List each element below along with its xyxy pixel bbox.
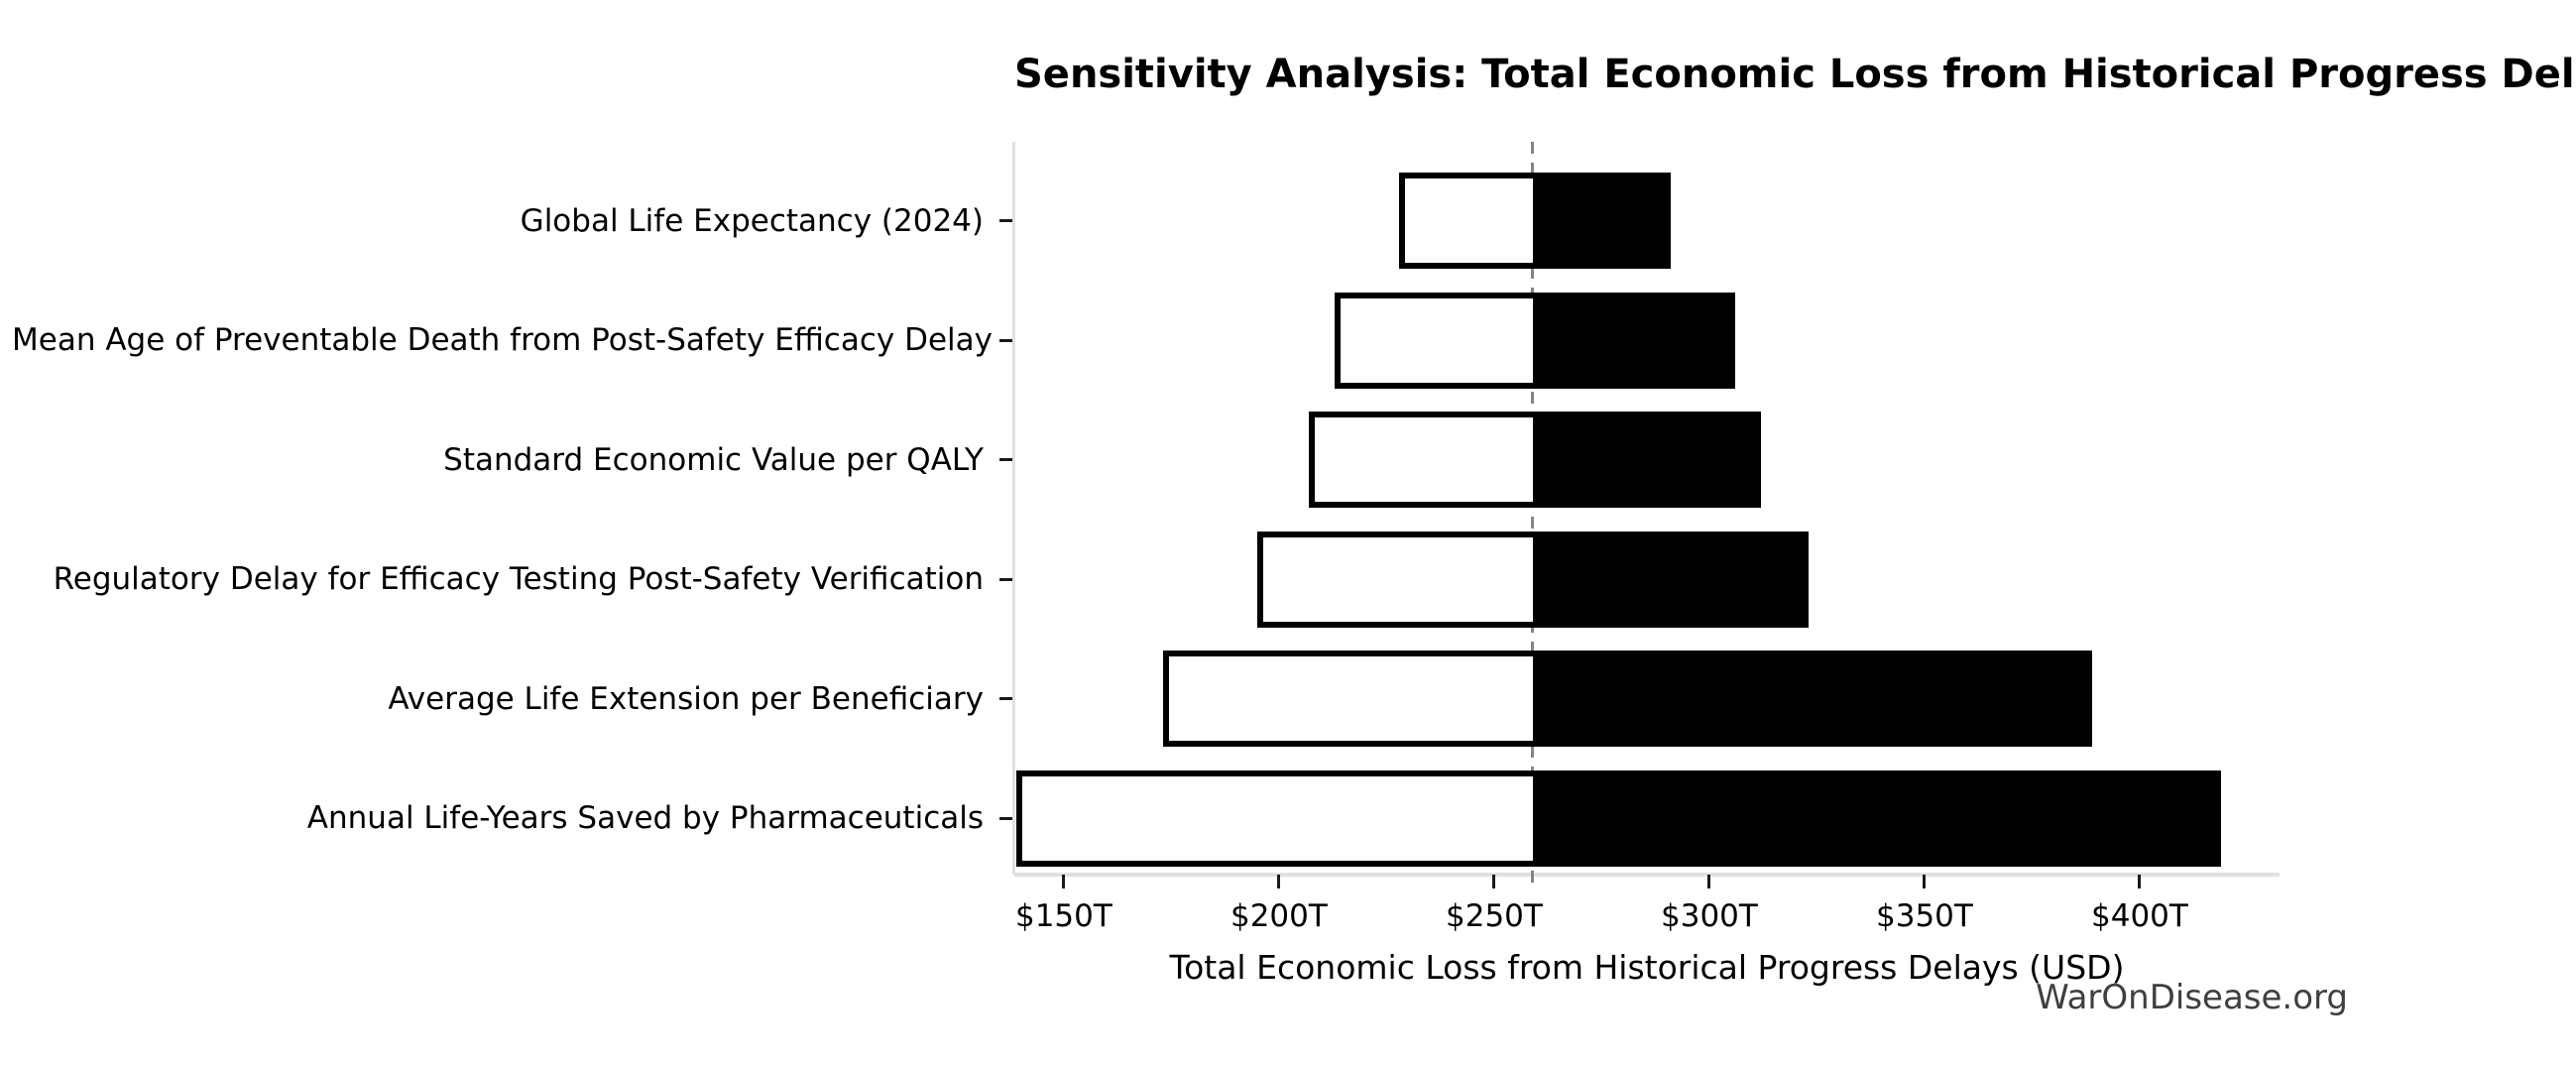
bar-high-segment [1532,531,1809,628]
watermark-text: WarOnDisease.org [2036,978,2348,1017]
x-axis-title: Total Economic Loss from Historical Prog… [1169,948,2125,987]
tornado-bar [1257,531,1809,628]
x-tick-label: $350T [1876,898,1973,934]
y-axis-label: Regulatory Delay for Efficacy Testing Po… [53,561,984,597]
tornado-bar [1309,412,1761,508]
x-tick-mark [1492,875,1496,888]
bar-high-segment [1532,412,1761,508]
x-tick-label: $150T [1014,898,1112,934]
y-axis-label: Mean Age of Preventable Death from Post-… [12,322,993,358]
y-axis-tick-mark [999,458,1012,461]
bar-high-segment [1532,651,2093,747]
x-tick-mark [1707,875,1711,888]
chart-title: Sensitivity Analysis: Total Economic Los… [1014,52,2576,97]
tornado-bar [1399,173,1671,269]
bar-high-segment [1532,770,2222,867]
bar-high-segment [1532,292,1735,389]
bar-high-segment [1532,173,1671,269]
y-axis-tick-mark [999,816,1012,820]
x-tick-mark [1062,875,1066,888]
x-tick-mark [2138,875,2142,888]
x-tick-mark [1923,875,1927,888]
y-axis-label: Annual Life-Years Saved by Pharmaceutica… [306,800,984,836]
y-axis-spine [1012,142,1015,875]
y-axis-label: Standard Economic Value per QALY [443,441,984,478]
y-axis-tick-mark [999,338,1012,342]
x-tick-label: $200T [1229,898,1328,934]
x-tick-label: $300T [1661,898,1758,934]
y-axis-tick-mark [999,577,1012,581]
baseline-dashed-line [1531,142,1535,888]
y-axis-label: Global Life Expectancy (2024) [520,202,984,239]
y-axis-tick-mark [999,219,1012,222]
tornado-bar [1016,770,2222,867]
x-axis-line [1014,873,2280,877]
x-tick-label: $400T [2091,898,2188,934]
tornado-bar [1162,651,2093,747]
y-axis-label: Average Life Extension per Beneficiary [388,680,984,717]
x-tick-label: $250T [1446,898,1543,934]
tornado-bar [1335,292,1735,389]
x-tick-mark [1277,875,1281,888]
y-axis-tick-mark [999,697,1012,700]
